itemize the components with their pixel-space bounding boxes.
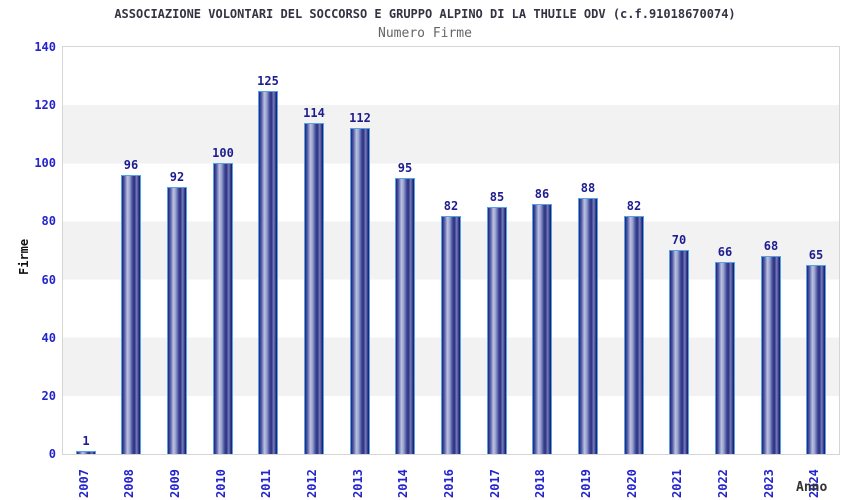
x-tick-label: 2019	[579, 469, 593, 498]
bar	[806, 265, 826, 454]
bar-value-label: 114	[303, 106, 325, 120]
bar	[258, 91, 278, 454]
bar-value-label: 100	[212, 146, 234, 160]
bar-value-label: 70	[671, 233, 687, 247]
x-tick-label: 2009	[168, 469, 182, 498]
bar-value-label: 82	[443, 199, 459, 213]
bar-value-label: 125	[257, 74, 279, 88]
bar	[624, 216, 644, 454]
bar	[532, 204, 552, 454]
chart-subtitle: Numero Firme	[378, 26, 472, 41]
x-tick-label: 2013	[351, 469, 365, 498]
x-tick-label: 2023	[762, 469, 776, 498]
x-tick-label: 2022	[716, 469, 730, 498]
bar	[715, 262, 735, 454]
y-tick-label: 20	[41, 389, 56, 403]
bar	[213, 163, 233, 454]
y-tick-label: 120	[34, 98, 56, 112]
x-tick-label: 2010	[214, 469, 228, 498]
bar-value-label: 95	[397, 161, 413, 175]
bar	[395, 178, 415, 454]
bar	[669, 250, 689, 454]
y-tick-label: 100	[34, 156, 56, 170]
bar-value-label: 112	[349, 111, 371, 125]
x-tick-label: 2017	[488, 469, 502, 498]
bar-value-label: 86	[534, 187, 550, 201]
x-tick-label: 2008	[122, 469, 136, 498]
x-tick-label: 2011	[259, 469, 273, 498]
bar	[487, 207, 507, 454]
x-axis-title: Anno	[796, 480, 828, 495]
x-tick-label: 2021	[670, 469, 684, 498]
y-tick-label: 0	[48, 447, 56, 461]
bar	[76, 451, 96, 454]
x-tick-label: 2020	[625, 469, 639, 498]
bar	[304, 123, 324, 454]
y-tick-label: 80	[41, 214, 56, 228]
bar-value-label: 85	[489, 190, 505, 204]
bar-value-label: 92	[169, 170, 185, 184]
y-axis-title: Firme	[17, 238, 31, 275]
x-tick-label: 2012	[305, 469, 319, 498]
bar	[350, 128, 370, 454]
bar	[121, 175, 141, 454]
bar	[167, 187, 187, 454]
bar-value-label: 68	[763, 239, 779, 253]
bar-value-label: 96	[123, 158, 139, 172]
bar-value-label: 1	[82, 434, 90, 448]
y-tick-label: 60	[41, 273, 56, 287]
plot-area: 1 96 92 100 125 114 112 95 82 85 86 88 82 70 66 68 65	[62, 46, 840, 455]
chart-title: ASSOCIAZIONE VOLONTARI DEL SOCCORSO E GR…	[114, 7, 736, 21]
bar	[761, 256, 781, 454]
x-tick-label: 2016	[442, 469, 456, 498]
x-tick-label: 2014	[396, 469, 410, 498]
x-tick-label: 2018	[533, 469, 547, 498]
bar-value-label: 65	[808, 248, 824, 262]
bar	[441, 216, 461, 454]
x-tick-label: 2007	[77, 469, 91, 498]
bar-value-label: 88	[580, 181, 596, 195]
bar	[578, 198, 598, 454]
y-tick-label: 140	[34, 40, 56, 54]
y-tick-label: 40	[41, 331, 56, 345]
bar-value-label: 66	[717, 245, 733, 259]
bar-value-label: 82	[626, 199, 642, 213]
